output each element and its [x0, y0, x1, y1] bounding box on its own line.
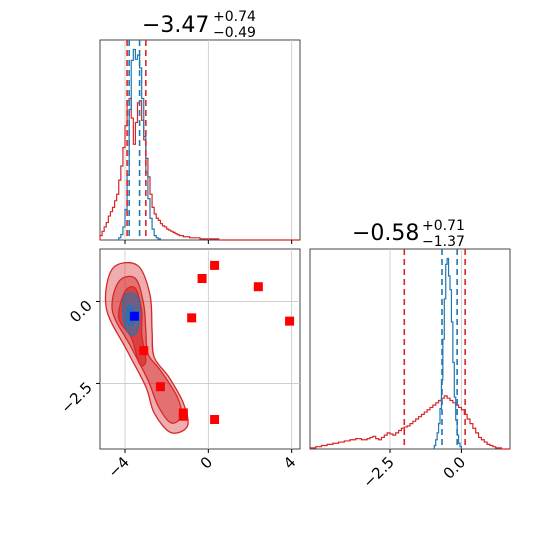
bottom-right-blue-histogram: [432, 257, 463, 450]
scatter-panel-frame: [99, 248, 301, 450]
red-square-marker: [285, 316, 295, 326]
bottom-right-red-histogram: [309, 395, 510, 450]
red-square-marker: [210, 414, 220, 424]
red-square-marker: [187, 313, 197, 323]
top-left-title-upper: +0.74: [213, 9, 256, 25]
red-square-marker: [178, 411, 188, 421]
histogram-panel-bottom-right-frame: [309, 248, 511, 450]
top-left-title-value: −3.47: [142, 13, 209, 38]
bottom-right-title-upper: +0.71: [422, 218, 465, 234]
scatter-xtick-label-0: 0: [197, 453, 216, 472]
scatter-xtick-label-neg4: −4: [104, 453, 132, 481]
red-square-marker: [139, 346, 149, 356]
histogram-panel-bottom-right: −0.58 +0.71 −1.37: [309, 218, 511, 453]
red-square-marker: [253, 282, 263, 292]
bottom-right-xtick-label-0: 0.0: [440, 453, 470, 483]
top-left-title-lower: −0.49: [213, 25, 256, 41]
histogram-panel-top-left-frame: [99, 39, 301, 241]
bottom-right-title-lower: −1.37: [422, 234, 465, 250]
scatter-ytick-label-0: 0.0: [66, 297, 96, 327]
bottom-right-grid: [389, 249, 462, 449]
scatter-ytick-label-neg2p5: −2.5: [57, 379, 95, 417]
bottom-right-quantile-lines: [403, 249, 466, 449]
top-left-quantile-lines: [126, 40, 147, 240]
red-square-marker: [210, 260, 220, 270]
bottom-right-xtick-label-neg2p5: −2.5: [359, 453, 397, 491]
histogram-panel-top-left: −3.47 +0.74 −0.49: [99, 9, 301, 244]
bottom-right-title-value: −0.58: [352, 221, 419, 246]
bottom-right-histograms: [309, 257, 510, 450]
scatter-tickmarks: [96, 300, 293, 453]
red-square-marker: [197, 274, 207, 284]
bottom-right-tickmarks: [389, 449, 462, 453]
scatter-grid: [100, 249, 300, 449]
top-left-tickmarks: [124, 240, 293, 244]
top-left-histograms: [99, 48, 300, 241]
red-square-marker: [155, 382, 165, 392]
scatter-points: [129, 260, 295, 424]
scatter-panel-bottom-left: [96, 248, 301, 453]
blue-square-marker: [129, 311, 139, 321]
scatter-xtick-label-4: 4: [280, 453, 299, 472]
top-left-red-histogram: [99, 97, 300, 241]
